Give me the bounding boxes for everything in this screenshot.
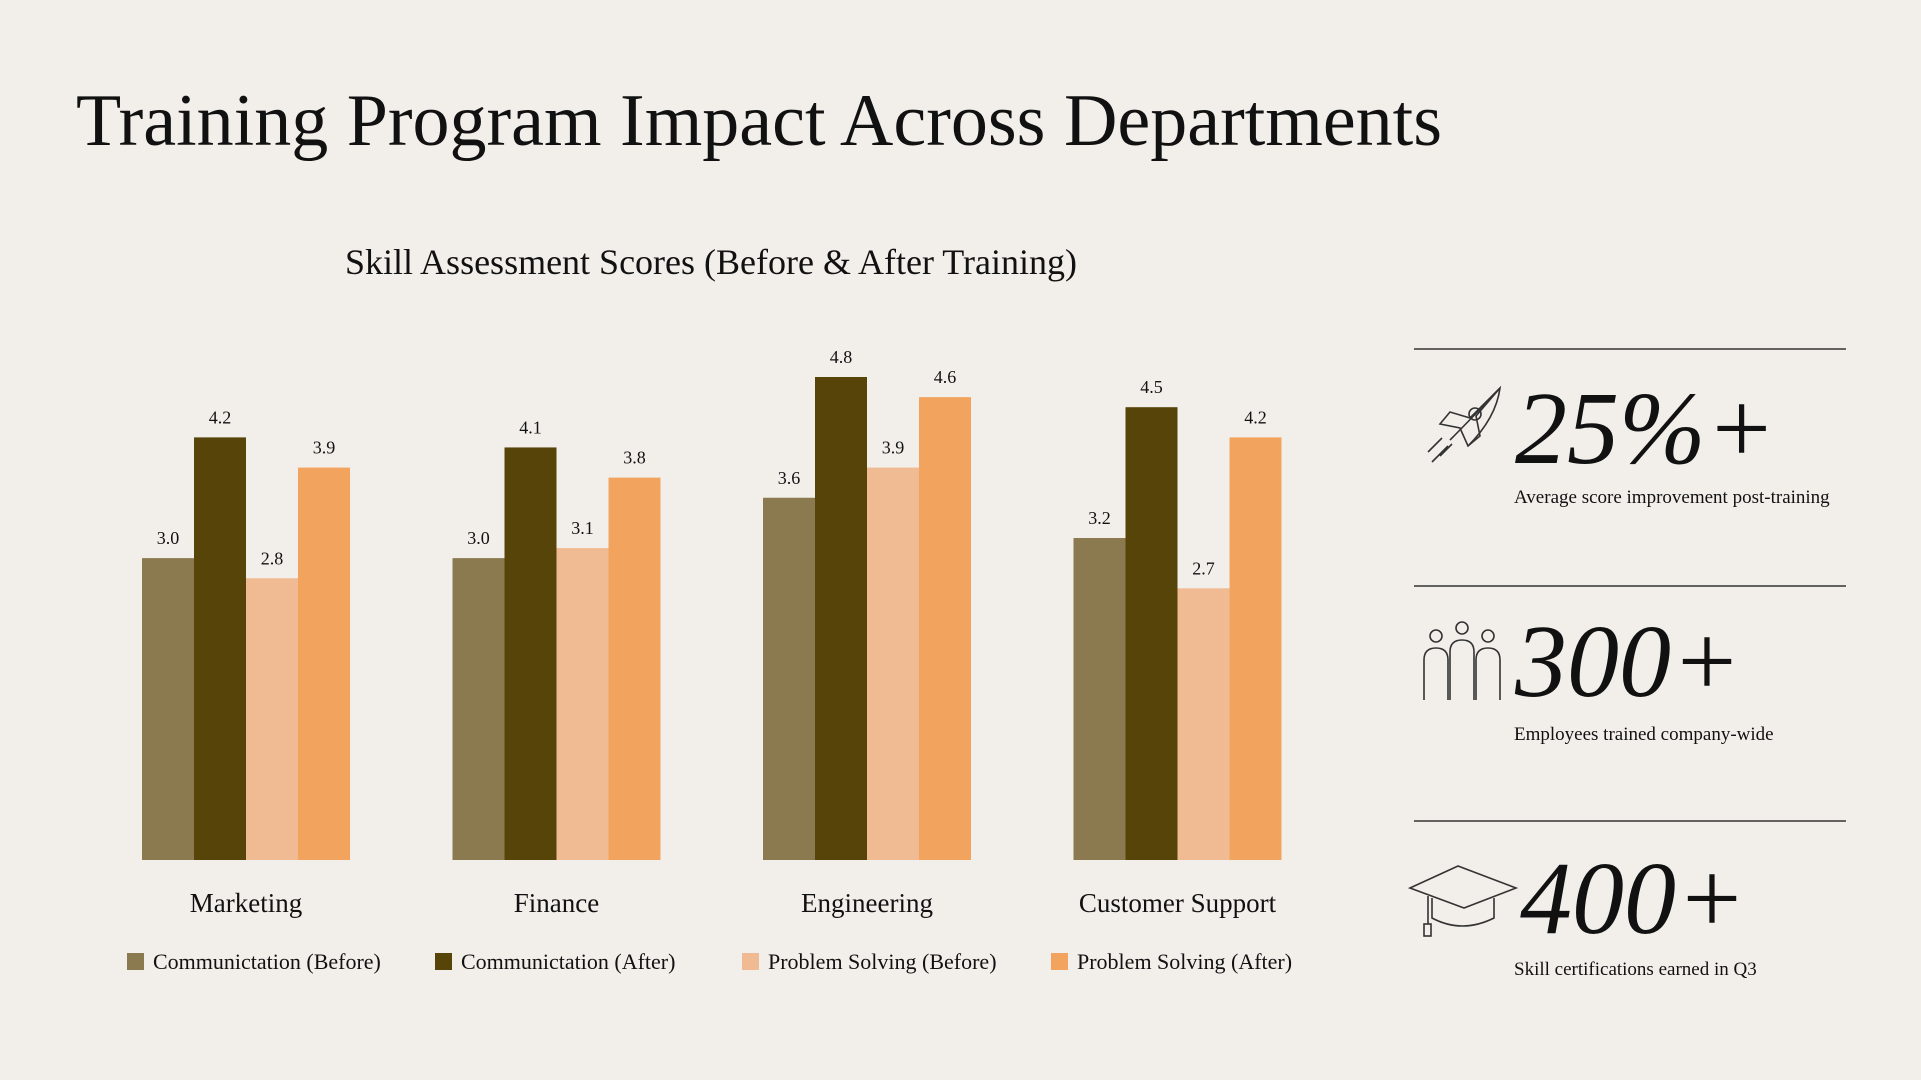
graduation-cap-icon bbox=[1407, 865, 1519, 937]
value-label: 3.9 bbox=[313, 438, 336, 458]
legend-label: Problem Solving (Before) bbox=[768, 949, 997, 974]
value-label: 3.2 bbox=[1088, 508, 1111, 528]
legend-label: Communictation (Before) bbox=[153, 949, 381, 974]
people-icon bbox=[1423, 621, 1501, 700]
value-label: 4.5 bbox=[1140, 377, 1163, 397]
bar bbox=[246, 578, 298, 860]
value-label: 4.2 bbox=[209, 407, 232, 427]
bar bbox=[194, 437, 246, 860]
value-label: 3.6 bbox=[778, 468, 801, 488]
value-label: 3.0 bbox=[157, 528, 180, 548]
legend-swatch bbox=[1051, 953, 1068, 970]
stats-panel bbox=[1407, 348, 1846, 937]
value-label: 3.0 bbox=[467, 528, 490, 548]
bar bbox=[763, 497, 815, 860]
value-label: 2.8 bbox=[261, 548, 284, 568]
value-label: 4.1 bbox=[519, 417, 542, 437]
bar bbox=[608, 477, 661, 860]
page-title: Training Program Impact Across Departmen… bbox=[76, 80, 1442, 162]
bar bbox=[1177, 588, 1230, 860]
legend-swatch bbox=[127, 953, 144, 970]
bar bbox=[142, 558, 194, 860]
bar bbox=[1073, 538, 1126, 860]
stat-label: Average score improvement post-training bbox=[1514, 487, 1830, 508]
bar bbox=[919, 397, 971, 860]
bar bbox=[556, 548, 609, 860]
x-tick-label: Customer Support bbox=[1079, 888, 1277, 918]
value-label: 2.7 bbox=[1192, 558, 1215, 578]
value-label: 3.8 bbox=[623, 448, 646, 468]
legend-label: Problem Solving (After) bbox=[1077, 949, 1292, 974]
bar bbox=[1125, 407, 1178, 860]
x-tick-label: Engineering bbox=[801, 888, 933, 918]
stat-value: 25%+ bbox=[1515, 371, 1776, 486]
legend-swatch bbox=[742, 953, 759, 970]
value-label: 3.1 bbox=[571, 518, 594, 538]
value-label: 3.9 bbox=[882, 438, 905, 458]
bar bbox=[452, 558, 505, 860]
value-label: 4.2 bbox=[1244, 407, 1267, 427]
stat-value: 400+ bbox=[1520, 841, 1746, 956]
value-label: 4.6 bbox=[934, 367, 957, 387]
bar bbox=[298, 467, 350, 860]
legend-swatch bbox=[435, 953, 452, 970]
stat-label: Skill certifications earned in Q3 bbox=[1514, 959, 1757, 980]
bar bbox=[867, 467, 919, 860]
bar bbox=[1229, 437, 1282, 860]
value-label: 4.8 bbox=[830, 347, 853, 367]
chart-title: Skill Assessment Scores (Before & After … bbox=[345, 242, 1077, 282]
bar bbox=[504, 447, 557, 860]
bar bbox=[815, 377, 867, 860]
legend-label: Communictation (After) bbox=[461, 949, 675, 974]
stat-value: 300+ bbox=[1514, 604, 1741, 719]
x-tick-label: Marketing bbox=[190, 888, 302, 918]
rocket-icon bbox=[1427, 385, 1502, 463]
stat-label: Employees trained company-wide bbox=[1514, 724, 1774, 745]
x-tick-label: Finance bbox=[514, 888, 599, 918]
